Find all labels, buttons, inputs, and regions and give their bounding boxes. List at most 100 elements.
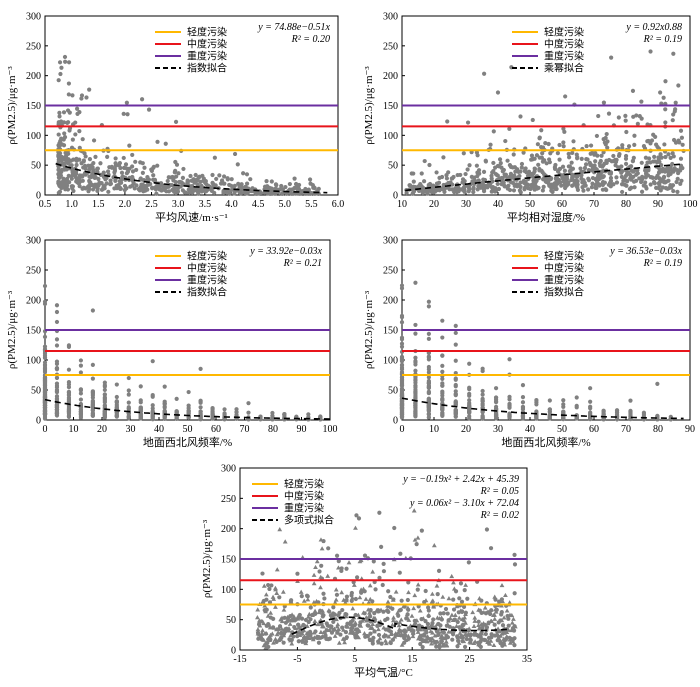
scatter-point — [321, 538, 326, 544]
scatter-point — [643, 180, 648, 185]
scatter-point — [558, 180, 563, 185]
scatter-point — [307, 177, 313, 182]
scatter-point — [640, 177, 645, 182]
scatter-point — [367, 610, 372, 615]
y-axis-title: ρ(PM2.5)/μg·m⁻³ — [363, 290, 375, 369]
scatter-point — [552, 165, 557, 170]
scatter-point — [574, 395, 579, 400]
scatter-point — [232, 189, 237, 194]
scatter-point — [126, 411, 131, 416]
scatter-point — [102, 384, 107, 389]
scatter-point — [399, 598, 404, 603]
scatter-point — [440, 381, 445, 386]
scatter-point — [392, 525, 397, 531]
scatter-point — [212, 155, 217, 160]
scatter-point — [614, 416, 620, 422]
chart-p2: 10 20 30 40 50 60 70 80 90 100 0 50 100 150 200 250 300 平… — [363, 12, 698, 225]
scatter-point — [367, 596, 373, 602]
scatter-point — [383, 638, 388, 643]
scatter-point — [575, 174, 580, 179]
scatter-point — [274, 567, 280, 572]
scatter-point — [175, 189, 181, 194]
scatter-point — [95, 166, 100, 171]
scatter-point — [507, 402, 512, 408]
scatter-point — [454, 623, 459, 628]
scatter-point — [670, 118, 675, 123]
scatter-point — [437, 643, 442, 648]
scatter-point — [652, 159, 657, 164]
scatter-point — [481, 622, 486, 627]
scatter-point — [426, 331, 431, 336]
x-tick-label: 50 — [183, 424, 193, 435]
scatter-point — [381, 561, 386, 566]
scatter-point — [108, 182, 113, 187]
scatter-point — [453, 410, 458, 415]
scatter-point — [439, 615, 444, 620]
scatter-point — [58, 71, 63, 77]
scatter-point — [467, 402, 472, 407]
equation-line: y = 36.53e−0.03x — [609, 246, 682, 257]
scatter-point — [91, 138, 97, 143]
x-tick-label: 90 — [653, 199, 663, 210]
scatter-point — [570, 172, 575, 177]
scatter-point — [480, 392, 485, 397]
scatter-point — [438, 623, 443, 628]
scatter-point — [308, 617, 313, 622]
scatter-point — [78, 363, 84, 368]
scatter-point — [350, 630, 355, 635]
scatter-point — [66, 343, 72, 348]
scatter-point — [385, 603, 390, 608]
scatter-point — [463, 582, 469, 587]
scatter-point — [90, 400, 95, 406]
scatter-point — [306, 611, 312, 617]
y-tick-label: 100 — [383, 356, 398, 367]
scatter-point — [349, 590, 354, 596]
scatter-point — [528, 186, 533, 192]
scatter-point — [523, 166, 528, 171]
scatter-point — [268, 615, 273, 620]
scatter-point — [153, 187, 159, 192]
scatter-point — [414, 618, 420, 623]
scatter-point — [349, 598, 354, 603]
scatter-point — [399, 407, 405, 412]
scatter-point — [481, 177, 486, 182]
scatter-point — [366, 599, 372, 605]
scatter-point — [568, 168, 573, 173]
scatter-point — [534, 415, 539, 421]
scatter-point — [486, 635, 492, 640]
scatter-point — [472, 178, 477, 183]
scatter-point — [395, 610, 400, 615]
scatter-point — [481, 169, 487, 174]
x-tick-label: 80 — [653, 424, 663, 435]
scatter-point — [480, 398, 485, 403]
scatter-point — [290, 187, 296, 192]
scatter-point — [159, 187, 164, 192]
legend-item-heavy-label: 重度污染 — [187, 274, 227, 287]
scatter-point — [74, 162, 79, 168]
scatter-point — [426, 375, 431, 380]
scatter-point — [365, 623, 370, 628]
scatter-point — [388, 629, 393, 634]
scatter-point — [162, 414, 167, 419]
scatter-point — [69, 176, 74, 181]
y-tick-label: 250 — [383, 266, 398, 277]
scatter-point — [90, 408, 95, 413]
scatter-point — [92, 183, 97, 189]
scatter-point — [166, 175, 171, 180]
x-tick-label: 3.0 — [172, 199, 185, 210]
scatter-point — [596, 113, 601, 119]
scatter-point — [562, 185, 568, 191]
scatter-point — [334, 592, 340, 597]
scatter-point — [399, 341, 405, 346]
scatter-point — [70, 137, 75, 142]
scatter-point — [537, 135, 542, 140]
scatter-point — [255, 607, 261, 612]
scatter-point — [70, 93, 75, 98]
scatter-point — [256, 622, 262, 627]
scatter-point — [338, 632, 343, 637]
scatter-point — [648, 182, 653, 187]
scatter-point — [614, 410, 620, 415]
scatter-point — [557, 142, 562, 148]
x-tick-label: -5 — [293, 654, 301, 665]
